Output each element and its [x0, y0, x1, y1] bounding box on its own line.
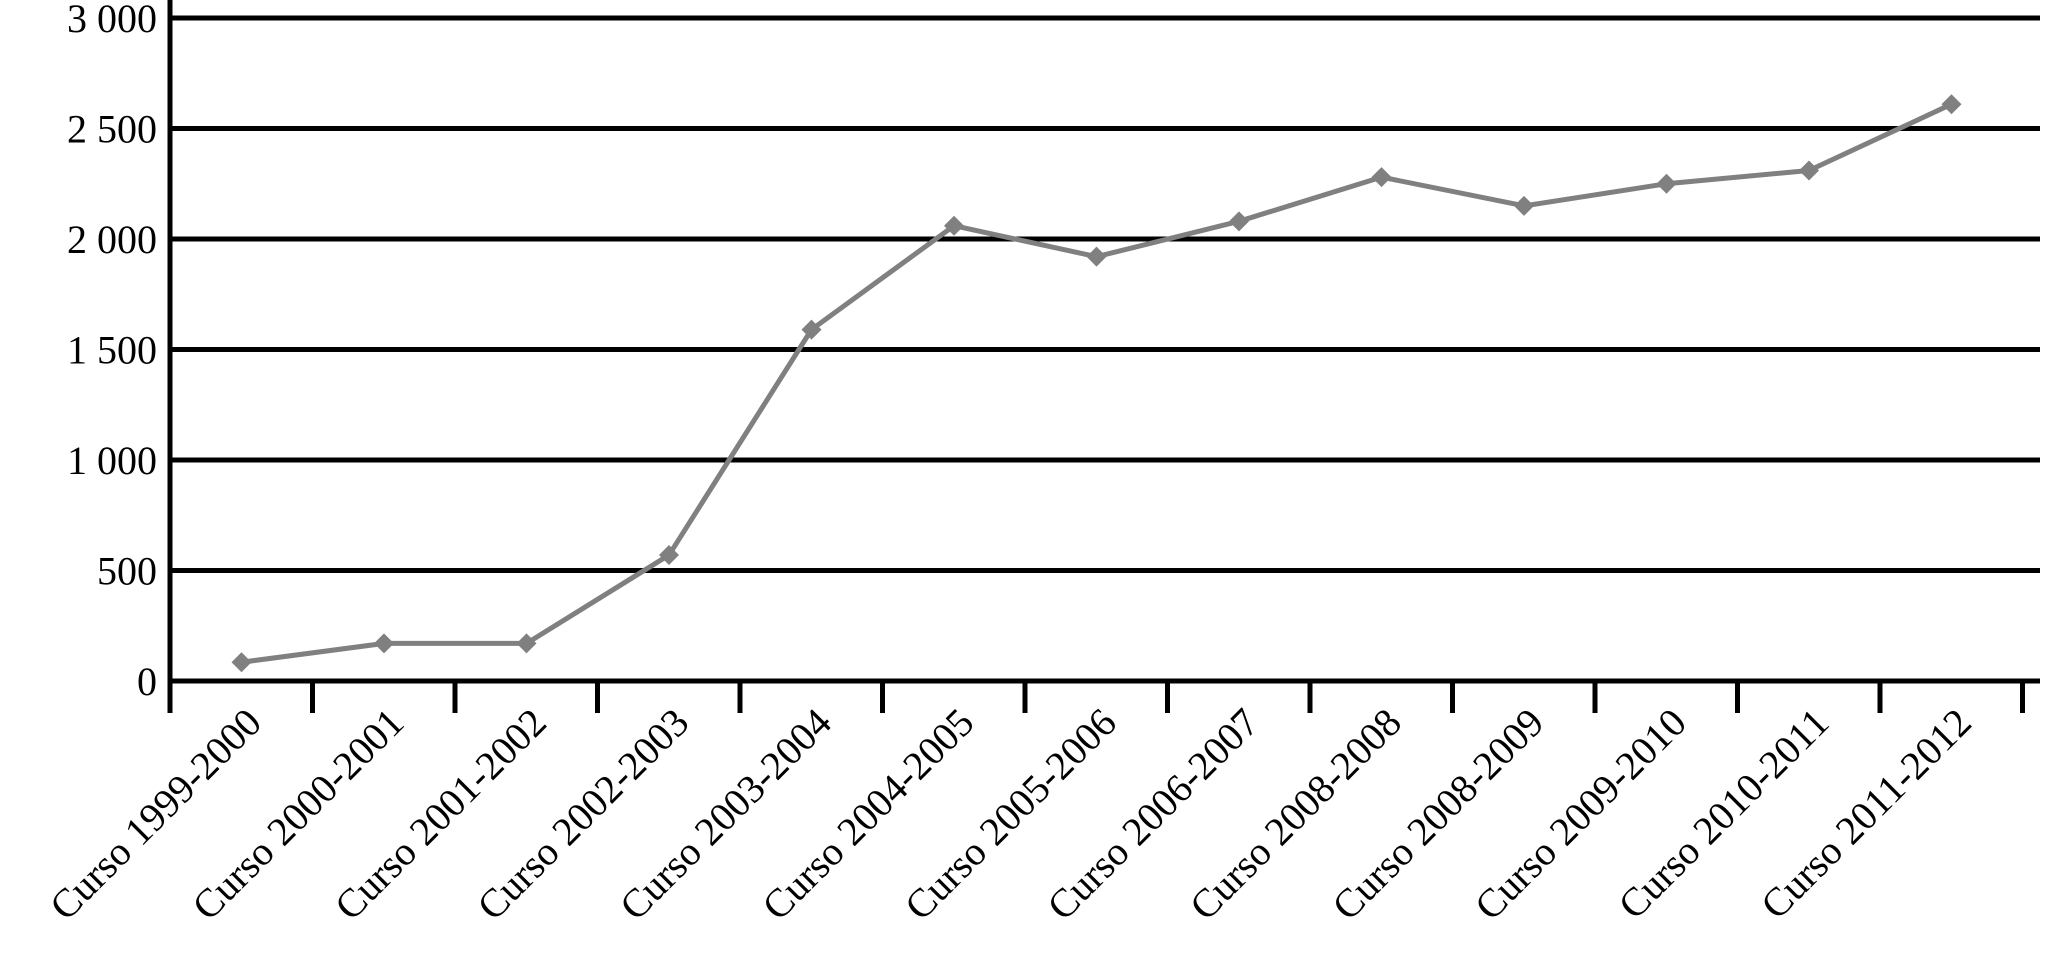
series-line [241, 101, 1953, 665]
gridlines [170, 15, 2040, 573]
y-tick-label: 3 000 [67, 0, 157, 41]
data-point [516, 633, 537, 654]
data-point [659, 545, 679, 566]
data-point [1514, 195, 1534, 216]
axes [167, 0, 2040, 713]
y-tick-label: 500 [97, 549, 157, 594]
data-point [1086, 246, 1107, 267]
y-tick-label: 0 [137, 659, 157, 704]
data-point [801, 319, 822, 340]
data-point [1941, 94, 1962, 115]
y-tick-label: 1 000 [67, 438, 157, 483]
series-points [231, 94, 1962, 673]
y-tick-labels: 0 500 1 000 1 500 2 000 2 500 3 000 [67, 0, 157, 704]
data-point [374, 633, 394, 654]
y-tick-label: 2 000 [67, 217, 157, 262]
y-tick-label: 2 500 [67, 107, 157, 152]
data-point [944, 215, 964, 236]
data-point [1799, 160, 1819, 181]
data-point [1371, 167, 1392, 188]
data-point [1656, 173, 1677, 194]
data-point [231, 652, 252, 673]
series-line-0 [241, 101, 1953, 665]
data-point [1229, 211, 1249, 232]
x-tick-marks [310, 681, 2025, 713]
y-tick-label: 1 500 [67, 328, 157, 373]
